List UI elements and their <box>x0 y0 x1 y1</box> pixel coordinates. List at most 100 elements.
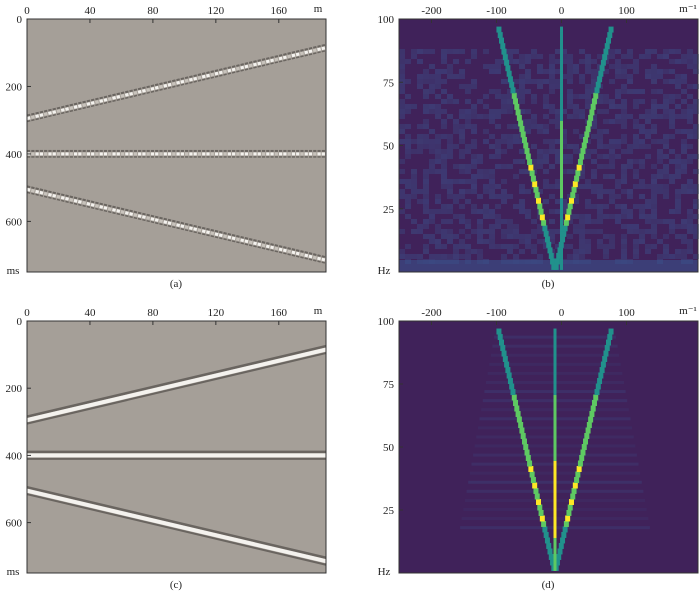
panel-a-event-0-seg-dark2-1 <box>31 119 35 122</box>
panel-b-noise-cell <box>567 79 573 84</box>
panel-b-noise-cell <box>543 149 549 154</box>
panel-d-right-cell-30 <box>591 400 597 407</box>
panel-b-noise-cell <box>501 199 507 204</box>
panel-a-event-2-seg-34 <box>171 222 176 226</box>
panel-b-noise-cell <box>495 184 501 189</box>
panel-a-event-2-seg-dark2-28 <box>146 219 150 223</box>
panel-b-noise-cell <box>513 49 519 54</box>
panel-a-event-2-seg-dark-49 <box>236 234 240 238</box>
panel-a-event-0-seg-dark2-53 <box>253 66 257 69</box>
panel-b-left-cell-10 <box>538 208 544 215</box>
panel-d-vertical-cell-34 <box>553 378 557 385</box>
panel-a-event-0-seg-dark-32 <box>163 81 168 85</box>
panel-b-noise-cell <box>675 74 681 79</box>
panel-b-noise-cell <box>507 194 513 199</box>
panel-b-noise-cell <box>441 209 447 214</box>
panel-d-right-cell-28 <box>589 411 595 418</box>
panel-b-noise-cell <box>633 124 639 129</box>
panel-a-event-0-seg-dark2-55 <box>261 64 266 67</box>
panel-b-noise-cell <box>501 234 507 239</box>
panel-b-noise-cell <box>429 64 435 69</box>
panel-b-noise-cell <box>519 209 525 214</box>
panel-b-noise-cell <box>399 129 405 134</box>
panel-b-noise-cell <box>657 54 663 59</box>
panel-b-right-cell-13 <box>570 192 576 199</box>
panel-b-noise-cell <box>621 189 627 194</box>
panel-b-noise-cell <box>495 194 501 199</box>
panel-a-event-2-seg-31 <box>159 219 163 223</box>
panel-a-event-2-seg-dark2-47 <box>227 239 232 242</box>
panel-b-noise-cell <box>501 79 507 84</box>
panel-b-noise-cell <box>435 74 441 79</box>
panel-b-noise-cell <box>507 134 513 139</box>
panel-a-event-0-seg-dark-33 <box>167 80 172 84</box>
panel-b-noise-cell <box>621 239 627 244</box>
panel-a-event-0-seg-dark-38 <box>189 75 193 79</box>
panel-b-noise-cell <box>555 244 561 249</box>
panel-a-event-2-seg-dark2-69 <box>321 261 326 264</box>
panel-b-noise-cell <box>555 84 561 89</box>
panel-b-noise-cell <box>465 109 471 114</box>
panel-b-noise-cell <box>411 219 417 224</box>
panel-b-noise-cell <box>603 129 609 134</box>
panel-a-event-0-seg-38 <box>188 77 193 82</box>
panel-b-noise-cell <box>579 254 585 259</box>
panel-a-event-0-seg-dark2-48 <box>231 71 236 74</box>
panel-b-noise-cell <box>651 64 657 69</box>
panel-b-noise-cell <box>693 99 699 104</box>
panel-b-noise-cell <box>663 134 669 139</box>
panel-b-right-cell-1 <box>554 258 560 265</box>
panel-a-event-2-seg-18 <box>103 206 108 210</box>
panel-d-vertical-cell-21 <box>553 449 557 456</box>
panel-c-event-2 <box>26 488 327 564</box>
panel-b-right-cell-27 <box>588 114 594 121</box>
panel-b-noise-cell <box>591 119 597 124</box>
panel-a-x-unit: m <box>314 3 323 15</box>
panel-b-noise-cell <box>525 69 531 74</box>
panel-a-event-0-seg-dark2-22 <box>120 97 125 100</box>
panel-b-noise-cell <box>609 99 615 104</box>
panel-b-noise-cell <box>615 49 621 54</box>
panel-b-noise-cell <box>555 199 561 204</box>
panel-b-noise-cell <box>477 114 483 119</box>
panel-b-noise-cell <box>423 244 429 249</box>
panel-a-event-0-seg-dark2-5 <box>48 114 52 118</box>
panel-a-event-2-seg-11 <box>73 199 78 203</box>
panel-d-left-cell-22 <box>523 444 529 450</box>
panel-d-left-cell-16 <box>530 476 536 483</box>
panel-b-noise-cell <box>447 69 453 74</box>
panel-b-x-tick-label-1: -100 <box>486 5 507 17</box>
panel-d-left-cell-41 <box>498 339 504 346</box>
panel-a-event-2-seg-68 <box>317 256 322 261</box>
panel-b-noise-cell <box>621 169 627 174</box>
panel-b-noise-cell <box>519 159 525 164</box>
panel-a-event-2-seg-dark2-67 <box>313 259 317 262</box>
panel-b-noise-cell <box>471 84 477 89</box>
panel-d-x-tick-label-3: 100 <box>618 307 635 319</box>
panel-b-noise-cell <box>423 204 429 209</box>
panel-b-noise-cell <box>681 129 687 134</box>
panel-b-left-cell-26 <box>518 120 524 127</box>
panel-b-noise-cell <box>489 154 495 159</box>
panel-b-noise-cell <box>435 159 441 164</box>
panel-b-left-cell-23 <box>521 136 527 143</box>
panel-b-noise-cell <box>417 49 423 54</box>
panel-a-event-0-seg-dark-63 <box>295 50 300 53</box>
panel-a-event-2-seg-dark-4 <box>43 189 48 193</box>
panel-a-event-0-seg-dark2-37 <box>184 82 189 85</box>
panel-a-event-0-seg-dark2-32 <box>163 87 168 90</box>
panel-b-noise-cell <box>615 104 621 109</box>
panel-b-noise-cell <box>531 124 537 129</box>
panel-b-noise-cell <box>693 199 699 204</box>
panel-a-event-2-seg-dark-18 <box>103 203 108 207</box>
panel-b-vertical-cell-32 <box>560 87 563 94</box>
panel-a-event-0-seg-dark2-42 <box>206 77 210 80</box>
panel-b-noise-cell <box>495 244 501 249</box>
panel-a-event-2-seg-dark2-68 <box>317 260 321 263</box>
panel-b-noise-cell <box>549 89 555 94</box>
panel-b-noise-cell <box>621 179 627 184</box>
panel-a-event-2-seg-dark-38 <box>189 223 193 227</box>
panel-b-noise-cell <box>687 134 693 139</box>
panel-b-noise-cell <box>483 94 489 99</box>
